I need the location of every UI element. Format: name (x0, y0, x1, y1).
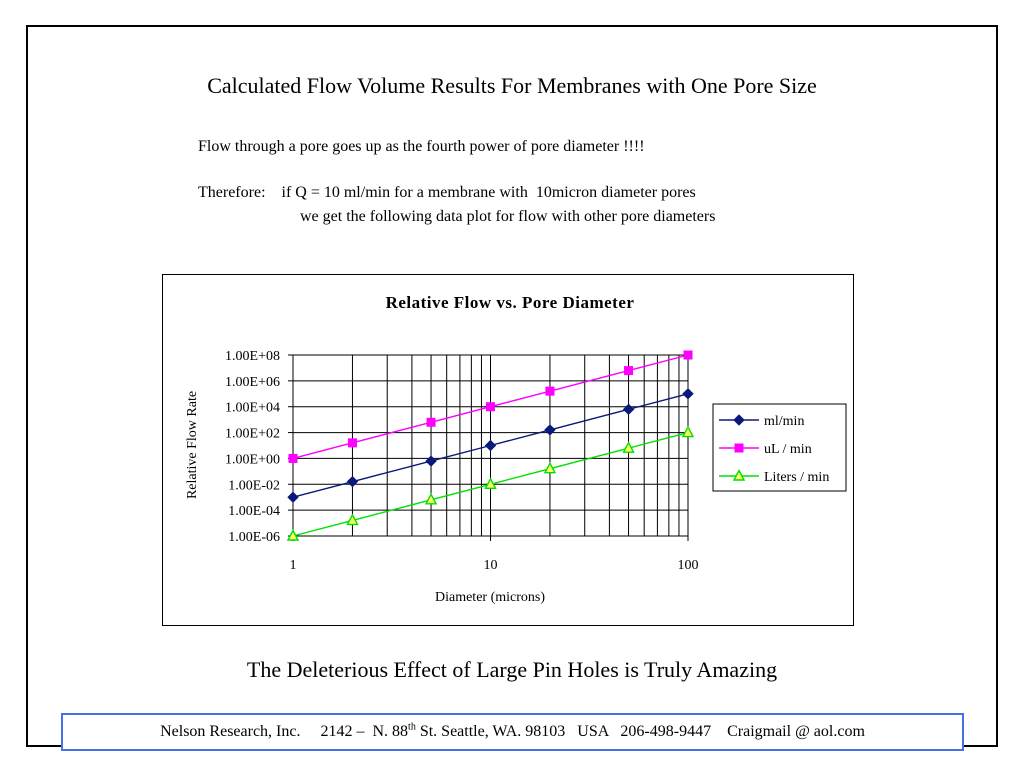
y-tick-label: 1.00E+02 (225, 427, 280, 442)
footer-text-start: Nelson Research, Inc. 2142 – N. 88 (160, 723, 409, 740)
chart-frame (162, 274, 854, 626)
legend-marker (732, 468, 746, 481)
data-point (683, 350, 693, 360)
data-point (346, 475, 359, 488)
data-point (286, 528, 300, 541)
data-point (484, 477, 497, 489)
y-tick-label: 1.00E-06 (228, 530, 280, 545)
body-line-1: Flow through a pore goes up as the fourt… (198, 138, 645, 155)
tagline: The Deleterious Effect of Large Pin Hole… (246, 657, 778, 682)
footer-superscript: th (408, 721, 416, 733)
data-point (543, 461, 557, 474)
slide-title: Calculated Flow Volume Results For Membr… (207, 73, 817, 98)
body-line-2: Therefore: if Q = 10 ml/min for a membra… (198, 184, 696, 201)
data-point (288, 453, 298, 463)
y-axis-ticks: 1.00E-06 1.00E-04 1.00E-02 1.00E+00 1.00E+02… (225, 349, 293, 545)
chart-series (286, 350, 695, 541)
footer-text-end: St. Seattle, WA. 98103 USA 206-498-9447 … (415, 723, 865, 740)
x-tick-label: 10 (484, 558, 498, 573)
legend-marker (734, 443, 744, 453)
y-tick-label: 1.00E+00 (225, 452, 280, 467)
data-point (426, 417, 436, 427)
data-point (545, 386, 555, 396)
data-point (624, 366, 634, 376)
data-point (486, 402, 495, 412)
footer-contact: Nelson Research, Inc. 2142 – N. 88th St.… (61, 713, 964, 751)
y-tick-label: 1.00E-02 (228, 478, 280, 493)
data-point (622, 403, 635, 416)
series-ml-min (287, 388, 694, 503)
data-point (347, 438, 357, 448)
data-point (544, 424, 556, 436)
legend-label: Liters / min (764, 470, 829, 485)
chart-title: Relative Flow vs. Pore Diameter (386, 293, 635, 312)
series-liters-min (286, 425, 695, 541)
legend-marker (733, 414, 745, 426)
legend-label: uL / min (764, 442, 812, 457)
data-point (484, 439, 497, 452)
flow-chart: Relative Flow vs. Pore Diameter 1.00E-06… (185, 293, 847, 605)
chart-legend: ml/min uL / min Liters / min (712, 403, 847, 492)
x-axis-label: Diameter (microns) (435, 590, 545, 605)
series-ul-min (288, 350, 693, 463)
y-tick-label: 1.00E+08 (225, 349, 280, 364)
y-tick-label: 1.00E+06 (225, 375, 280, 390)
x-tick-label: 1 (290, 558, 297, 573)
data-point (287, 491, 299, 503)
data-point (346, 513, 359, 526)
x-axis-ticks: 1 10 100 (290, 536, 699, 573)
body-line-3: we get the following data plot for flow … (300, 208, 716, 225)
data-point (425, 455, 437, 467)
data-point (682, 388, 694, 400)
data-point (424, 492, 438, 505)
y-tick-label: 1.00E-04 (228, 504, 280, 519)
x-tick-label: 100 (678, 558, 699, 573)
y-axis-label: Relative Flow Rate (185, 391, 200, 499)
legend-label: ml/min (764, 414, 804, 429)
data-point (622, 441, 635, 453)
data-point (681, 425, 695, 438)
y-tick-label: 1.00E+04 (225, 401, 280, 416)
